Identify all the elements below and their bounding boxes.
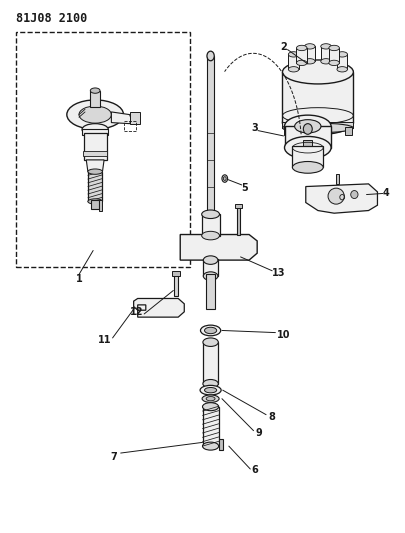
Ellipse shape — [82, 124, 108, 135]
Bar — [202, 214, 220, 236]
Bar — [329, 48, 339, 63]
Bar — [237, 207, 240, 235]
Bar — [91, 200, 99, 209]
Bar — [83, 151, 107, 156]
Ellipse shape — [283, 110, 353, 134]
Bar — [124, 121, 136, 131]
Bar — [130, 112, 140, 124]
Ellipse shape — [207, 51, 214, 61]
Bar — [305, 46, 315, 61]
Ellipse shape — [329, 60, 339, 66]
Bar — [235, 204, 242, 208]
Text: 11: 11 — [98, 335, 111, 345]
Ellipse shape — [205, 387, 217, 393]
Ellipse shape — [200, 385, 221, 395]
Bar — [82, 129, 108, 135]
Ellipse shape — [328, 188, 344, 204]
Ellipse shape — [351, 191, 358, 199]
Ellipse shape — [321, 44, 331, 49]
Bar — [206, 274, 215, 309]
Ellipse shape — [67, 100, 124, 130]
Ellipse shape — [224, 177, 226, 180]
Text: 1: 1 — [76, 274, 82, 284]
Bar — [203, 342, 218, 384]
Polygon shape — [86, 160, 104, 172]
Ellipse shape — [329, 45, 339, 51]
Ellipse shape — [294, 119, 321, 133]
Ellipse shape — [205, 327, 217, 334]
Text: 7: 7 — [111, 452, 117, 462]
Bar — [174, 274, 178, 296]
Text: 4: 4 — [383, 189, 389, 198]
Bar — [84, 133, 107, 160]
Text: 12: 12 — [130, 307, 144, 317]
Ellipse shape — [202, 442, 219, 450]
Bar — [202, 407, 219, 446]
Ellipse shape — [88, 199, 102, 204]
Ellipse shape — [202, 210, 220, 219]
Bar — [219, 439, 223, 450]
Bar — [283, 122, 353, 128]
Ellipse shape — [200, 325, 221, 336]
Ellipse shape — [284, 136, 331, 159]
Ellipse shape — [305, 59, 315, 64]
Bar — [88, 172, 102, 201]
Bar — [284, 127, 291, 135]
Text: 6: 6 — [252, 465, 258, 475]
Ellipse shape — [296, 45, 307, 51]
Ellipse shape — [303, 124, 312, 134]
Text: 9: 9 — [255, 428, 262, 438]
Ellipse shape — [202, 231, 220, 240]
Polygon shape — [306, 184, 377, 213]
Bar — [303, 140, 312, 150]
Ellipse shape — [203, 379, 218, 388]
Ellipse shape — [203, 338, 218, 346]
Ellipse shape — [88, 169, 102, 174]
Bar — [16, 32, 190, 266]
Bar — [296, 48, 307, 63]
Ellipse shape — [79, 106, 111, 123]
Bar — [288, 54, 299, 69]
Text: 10: 10 — [277, 330, 290, 340]
Polygon shape — [134, 298, 184, 317]
Ellipse shape — [292, 161, 323, 173]
Bar — [172, 271, 180, 276]
Ellipse shape — [202, 403, 219, 410]
Ellipse shape — [203, 256, 218, 264]
Text: 2: 2 — [280, 42, 287, 52]
Bar — [203, 259, 218, 276]
Text: 81J08 2100: 81J08 2100 — [16, 12, 87, 25]
Bar — [337, 54, 347, 69]
Ellipse shape — [90, 88, 100, 93]
Ellipse shape — [206, 397, 215, 401]
Ellipse shape — [321, 59, 331, 64]
Ellipse shape — [203, 272, 218, 280]
Bar — [90, 91, 100, 107]
Ellipse shape — [284, 115, 331, 138]
Bar — [345, 127, 352, 135]
Ellipse shape — [283, 60, 353, 84]
Polygon shape — [111, 112, 132, 124]
Ellipse shape — [222, 175, 228, 182]
Bar — [336, 174, 339, 184]
Text: 8: 8 — [268, 412, 275, 422]
Ellipse shape — [337, 67, 347, 72]
Ellipse shape — [305, 44, 315, 49]
Text: 5: 5 — [242, 183, 248, 192]
Ellipse shape — [337, 52, 347, 57]
Text: 13: 13 — [272, 268, 286, 278]
Bar — [292, 146, 323, 167]
Ellipse shape — [288, 52, 299, 57]
Bar — [207, 56, 214, 235]
Ellipse shape — [202, 395, 219, 402]
Ellipse shape — [288, 67, 299, 72]
Ellipse shape — [296, 60, 307, 66]
Bar — [284, 126, 331, 148]
Text: 3: 3 — [251, 123, 258, 133]
Bar — [321, 46, 331, 61]
Ellipse shape — [283, 123, 353, 133]
Polygon shape — [180, 235, 257, 260]
Bar — [99, 200, 102, 211]
Bar — [283, 72, 353, 123]
